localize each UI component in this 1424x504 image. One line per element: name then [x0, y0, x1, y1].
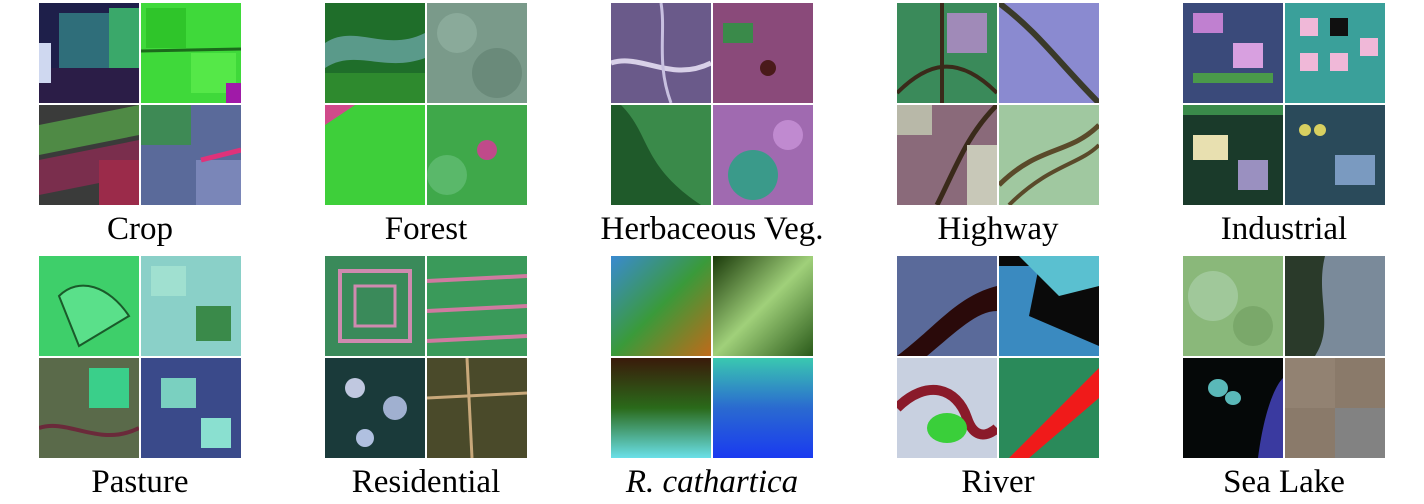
- sample-image: [897, 256, 997, 356]
- sample-image: [1183, 105, 1283, 205]
- class-label: Sea Lake: [1123, 460, 1424, 504]
- class-label: Highway: [837, 207, 1159, 251]
- sample-image: [427, 256, 527, 356]
- class-cell-river: River: [897, 256, 1099, 458]
- sample-image: [141, 358, 241, 458]
- sample-image: [1183, 358, 1283, 458]
- sample-image: [713, 358, 813, 458]
- sample-image: [39, 3, 139, 103]
- sample-image: [713, 256, 813, 356]
- sample-image: [1285, 3, 1385, 103]
- image-mosaic-river: [897, 256, 1099, 458]
- sample-image: [1183, 256, 1283, 356]
- class-cell-herbaceous-veg: Herbaceous Veg.: [611, 3, 813, 205]
- image-mosaic-highway: [897, 3, 1099, 205]
- sample-image: [999, 3, 1099, 103]
- sample-image: [325, 105, 425, 205]
- image-mosaic-residential: [325, 256, 527, 458]
- class-label: Residential: [265, 460, 587, 504]
- sample-image: [611, 256, 711, 356]
- image-mosaic-pasture: [39, 256, 241, 458]
- sample-image: [611, 358, 711, 458]
- sample-image: [1285, 256, 1385, 356]
- sample-image: [713, 105, 813, 205]
- sample-image: [141, 3, 241, 103]
- sample-image: [1183, 3, 1283, 103]
- sample-image: [611, 105, 711, 205]
- sample-image: [1285, 358, 1385, 458]
- sample-image: [713, 3, 813, 103]
- image-mosaic-industrial: [1183, 3, 1385, 205]
- sample-image: [999, 256, 1099, 356]
- class-label: Pasture: [0, 460, 301, 504]
- sample-image: [39, 105, 139, 205]
- class-cell-crop: Crop: [39, 3, 241, 205]
- sample-image: [325, 358, 425, 458]
- class-label: Industrial: [1123, 207, 1424, 251]
- image-mosaic-r-cathartica: [611, 256, 813, 458]
- sample-image: [427, 105, 527, 205]
- sample-image: [141, 105, 241, 205]
- class-cell-r-cathartica: R. cathartica: [611, 256, 813, 458]
- image-mosaic-herbaceous-veg: [611, 3, 813, 205]
- sample-image: [427, 3, 527, 103]
- class-cell-highway: Highway: [897, 3, 1099, 205]
- class-cell-industrial: Industrial: [1183, 3, 1385, 205]
- sample-image: [999, 358, 1099, 458]
- class-label: Crop: [0, 207, 301, 251]
- image-mosaic-crop: [39, 3, 241, 205]
- image-mosaic-forest: [325, 3, 527, 205]
- sample-image: [897, 105, 997, 205]
- class-cell-pasture: Pasture: [39, 256, 241, 458]
- class-label: River: [837, 460, 1159, 504]
- sample-image: [39, 256, 139, 356]
- sample-image: [999, 105, 1099, 205]
- class-label: Herbaceous Veg.: [551, 207, 873, 251]
- class-label: R. cathartica: [551, 460, 873, 504]
- class-cell-forest: Forest: [325, 3, 527, 205]
- sample-image: [897, 3, 997, 103]
- class-cell-sea-lake: Sea Lake: [1183, 256, 1385, 458]
- sample-image: [325, 256, 425, 356]
- sample-image: [141, 256, 241, 356]
- sample-image: [611, 3, 711, 103]
- sample-image: [897, 358, 997, 458]
- class-label: Forest: [265, 207, 587, 251]
- sample-image: [427, 358, 527, 458]
- sample-image: [1285, 105, 1385, 205]
- class-cell-residential: Residential: [325, 256, 527, 458]
- sample-image: [325, 3, 425, 103]
- image-mosaic-sea-lake: [1183, 256, 1385, 458]
- sample-image: [39, 358, 139, 458]
